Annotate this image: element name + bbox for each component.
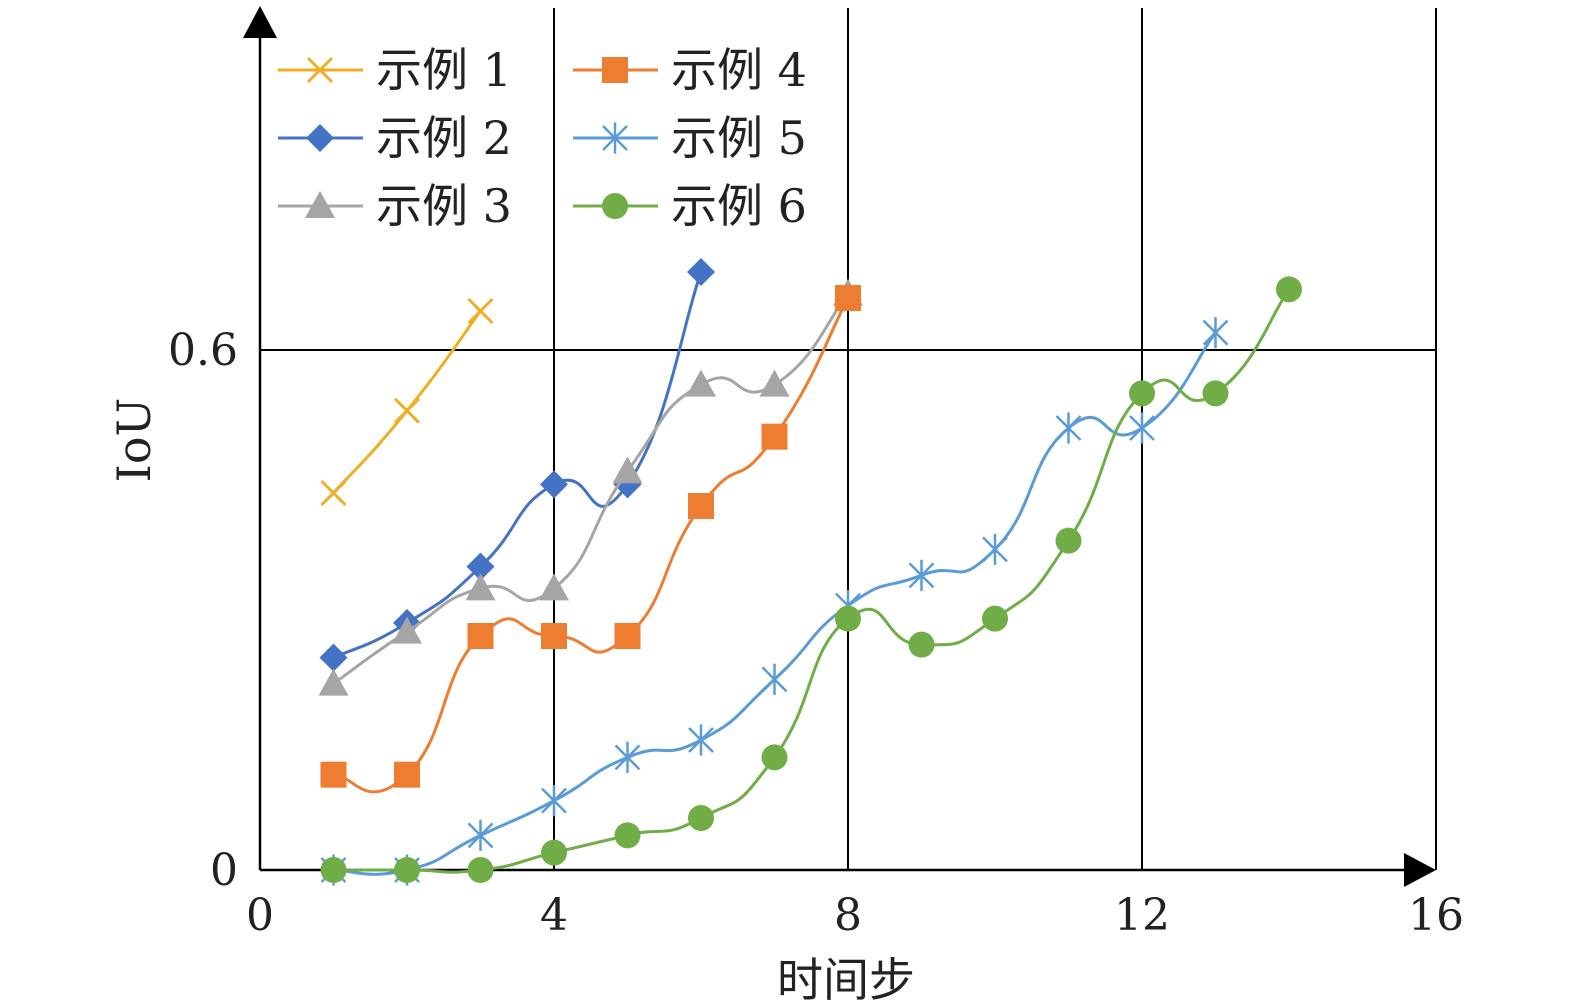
data-point — [687, 258, 715, 286]
data-point — [761, 744, 788, 771]
legend-item: 示例 3 — [278, 179, 512, 233]
legend-label: 示例 3 — [376, 179, 512, 233]
data-point — [761, 423, 788, 450]
legend-marker — [602, 122, 628, 154]
data-point — [541, 623, 567, 649]
data-point — [614, 741, 641, 773]
x-axis-arrow — [1404, 853, 1436, 887]
data-point — [1129, 380, 1155, 407]
series-3 — [318, 278, 863, 696]
legend-marker — [305, 191, 335, 218]
data-point — [320, 857, 347, 883]
legend-label: 示例 4 — [671, 43, 807, 97]
tick-labels: 0 4 8 12 16 0 0.6 — [168, 325, 1464, 941]
data-point — [394, 761, 420, 788]
legend-marker — [306, 56, 334, 84]
legend-item: 示例 1 — [278, 43, 512, 97]
data-point — [761, 663, 788, 695]
data-point — [1055, 527, 1082, 554]
data-point — [686, 369, 716, 397]
series-4 — [320, 285, 861, 794]
y-axis-label: IoU — [107, 398, 161, 483]
x-tick-label: 8 — [834, 890, 862, 941]
data-point — [614, 822, 641, 849]
data-point — [688, 493, 714, 519]
legend-item: 示例 5 — [573, 111, 807, 165]
data-point — [467, 857, 494, 883]
data-point — [1276, 276, 1302, 303]
data-point — [1202, 380, 1229, 407]
data-point — [320, 761, 347, 788]
data-point — [759, 369, 790, 397]
data-point — [465, 573, 496, 601]
data-point — [908, 631, 935, 658]
legend-item: 示例 4 — [573, 43, 807, 97]
data-point — [614, 623, 641, 649]
x-tick-label: 4 — [540, 890, 568, 941]
data-point — [835, 285, 861, 311]
data-point — [318, 668, 349, 696]
data-point — [467, 623, 494, 649]
series-6 — [320, 276, 1302, 883]
y-tick-label: 0 — [210, 845, 238, 896]
series-line — [333, 331, 1217, 876]
y-axis-arrow — [243, 6, 277, 38]
x-axis-label: 时间步 — [777, 953, 915, 1007]
data-point — [466, 552, 495, 581]
data-point — [541, 839, 567, 866]
legend-label: 示例 2 — [376, 111, 512, 165]
data-point — [467, 297, 494, 325]
legend-marker — [306, 124, 334, 152]
series-line — [332, 271, 703, 660]
legend-item: 示例 2 — [278, 111, 512, 165]
data-point — [540, 470, 568, 499]
axes — [243, 6, 1436, 887]
legend: 示例 1 示例 2 示例 3 示例 4 示例 5 示例 6 — [278, 43, 807, 233]
legend-marker — [602, 57, 628, 83]
data-point — [835, 605, 861, 632]
data-point — [908, 559, 935, 591]
legend-marker — [602, 193, 628, 219]
data-point — [612, 456, 643, 484]
legend-item: 示例 6 — [573, 179, 807, 233]
data-point — [688, 724, 714, 756]
series-line — [333, 297, 850, 794]
data-point — [982, 533, 1008, 565]
legend-label: 示例 6 — [671, 179, 807, 233]
legend-label: 示例 5 — [671, 111, 807, 165]
y-tick-label: 0.6 — [168, 325, 238, 376]
data-point — [1055, 412, 1082, 444]
series-2 — [319, 258, 715, 672]
series-5 — [320, 317, 1229, 886]
data-point — [688, 805, 714, 831]
data-point — [467, 819, 494, 851]
data-point — [541, 785, 567, 817]
data-point — [1129, 412, 1155, 444]
series-1 — [320, 297, 494, 507]
data-point — [982, 605, 1008, 632]
data-point — [319, 643, 348, 672]
series-line — [332, 310, 482, 494]
x-tick-label: 16 — [1408, 890, 1464, 941]
data-point — [394, 857, 420, 883]
data-point — [1202, 317, 1229, 349]
data-point — [539, 573, 569, 601]
data-point — [393, 397, 421, 424]
series-group — [318, 258, 1302, 886]
x-tick-label: 12 — [1114, 890, 1170, 941]
x-tick-label: 0 — [246, 890, 274, 941]
legend-label: 示例 1 — [376, 43, 512, 97]
data-point — [320, 479, 347, 507]
data-point — [392, 616, 422, 644]
